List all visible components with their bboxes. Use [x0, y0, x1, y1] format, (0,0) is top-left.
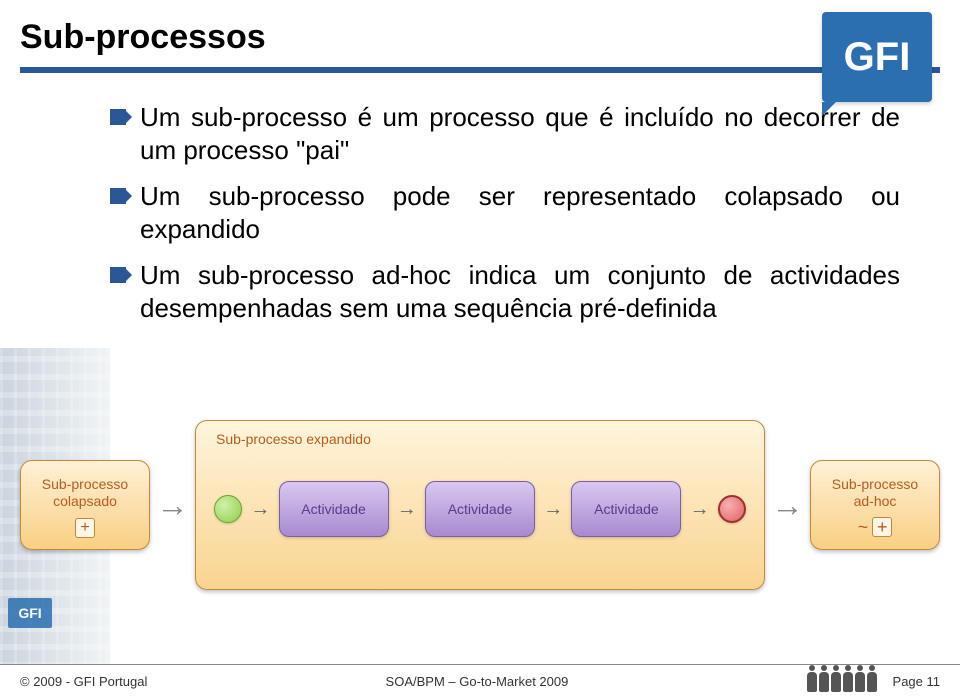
bullet-icon — [110, 188, 126, 204]
arrow-icon: → — [397, 498, 417, 521]
subprocess-expanded-title: Sub-processo expandido — [210, 431, 750, 447]
bullet-icon — [110, 267, 126, 283]
footer-center: SOA/BPM – Go-to-Market 2009 — [386, 674, 569, 689]
subprocess-adhoc-label: Sub-processo ad-hoc — [828, 472, 922, 514]
label-line: Sub-processo — [42, 476, 128, 492]
start-event-icon — [214, 495, 242, 523]
expand-marker-icon: + — [75, 518, 95, 538]
label-line: Sub-processo — [832, 476, 918, 492]
arrow-icon: → — [772, 487, 804, 524]
page-title: Sub-processos — [0, 0, 960, 57]
footer-right: Page 11 — [807, 672, 940, 692]
arrow-icon: → — [543, 498, 563, 521]
activity-box: Actividade — [279, 481, 389, 537]
people-icon — [807, 672, 877, 692]
activity-box: Actividade — [425, 481, 535, 537]
label-line: colapsado — [53, 493, 117, 509]
footer-page: Page 11 — [893, 674, 940, 689]
subprocess-expanded-box: Sub-processo expandido → Actividade → Ac… — [195, 420, 765, 590]
diagram: Sub-processo colapsado + → Sub-processo … — [20, 400, 940, 610]
subprocess-collapsed-box: Sub-processo colapsado + — [20, 460, 150, 550]
bullet-text: Um sub-processo é um processo que é incl… — [140, 101, 900, 166]
bullet-icon — [110, 109, 126, 125]
body-content: Um sub-processo é um processo que é incl… — [0, 73, 960, 324]
subprocess-collapsed-label: Sub-processo colapsado — [38, 472, 132, 514]
subprocess-adhoc-box: Sub-processo ad-hoc ~ + — [810, 460, 940, 550]
gfi-logo: GFI — [822, 12, 932, 102]
footer: © 2009 - GFI Portugal SOA/BPM – Go-to-Ma… — [0, 664, 960, 698]
bullet-item: Um sub-processo é um processo que é incl… — [110, 101, 900, 166]
slide: GFI Sub-processos GFI Um sub-processo é … — [0, 0, 960, 698]
arrow-icon: → — [250, 498, 270, 521]
bullet-item: Um sub-processo pode ser representado co… — [110, 180, 900, 245]
footer-copyright: © 2009 - GFI Portugal — [20, 674, 147, 689]
bullet-text: Um sub-processo pode ser representado co… — [140, 180, 900, 245]
bullet-text: Um sub-processo ad-hoc indica um conjunt… — [140, 259, 900, 324]
arrow-icon: → — [690, 498, 710, 521]
activity-box: Actividade — [571, 481, 681, 537]
label-line: ad-hoc — [854, 493, 897, 509]
arrow-icon: → — [157, 487, 189, 524]
flow-row: → Actividade → Actividade → Actividade → — [210, 459, 750, 559]
bullet-item: Um sub-processo ad-hoc indica um conjunt… — [110, 259, 900, 324]
adhoc-marker-icon: ~ + — [858, 517, 893, 538]
end-event-icon — [718, 495, 746, 523]
